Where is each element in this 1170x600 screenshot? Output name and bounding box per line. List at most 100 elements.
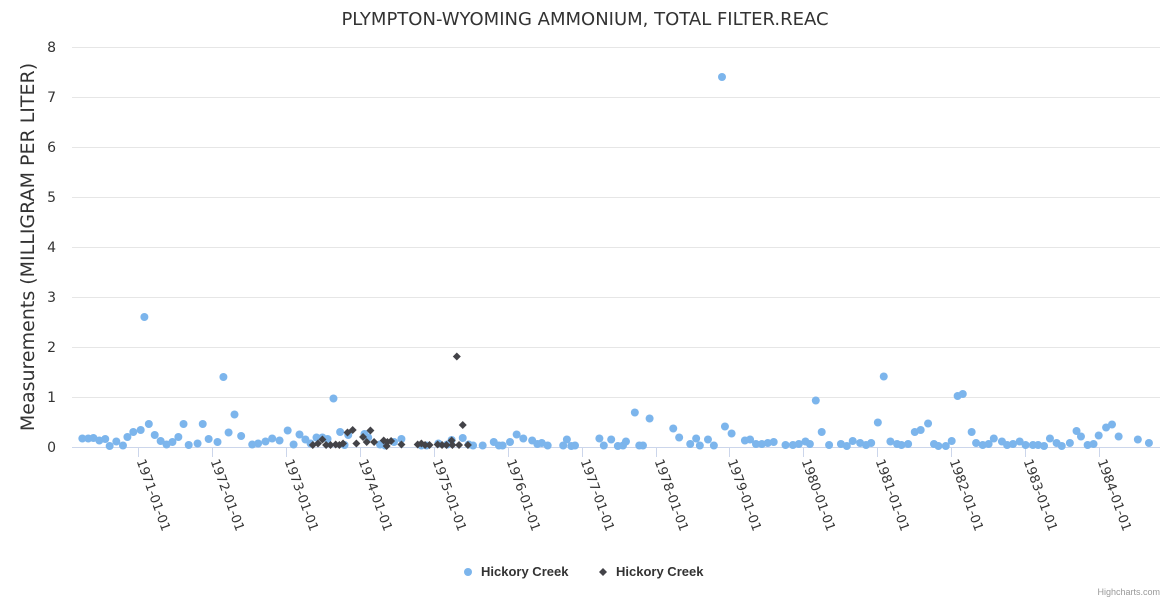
data-point — [958, 390, 967, 398]
data-point — [763, 439, 772, 447]
data-point — [387, 437, 396, 445]
data-point — [692, 434, 701, 443]
data-point — [193, 439, 202, 448]
data-point — [118, 441, 127, 450]
data-point — [924, 419, 933, 428]
data-point — [848, 437, 857, 445]
legend-item-series-1[interactable]: Hickory Creek — [464, 564, 569, 579]
data-point — [720, 422, 729, 431]
x-tick-label: 1980-01-01 — [798, 457, 838, 533]
data-point — [562, 435, 571, 444]
legend-label-series-2: Hickory Creek — [616, 564, 704, 579]
data-point — [336, 428, 345, 436]
data-point — [101, 435, 110, 443]
data-point — [370, 438, 379, 446]
data-point — [448, 441, 457, 449]
data-point — [686, 440, 695, 448]
data-point — [1009, 440, 1018, 448]
data-point — [978, 441, 987, 449]
data-point — [886, 437, 895, 446]
data-point — [254, 439, 263, 448]
x-tick-label: 1974-01-01 — [355, 457, 395, 533]
data-point — [897, 441, 906, 449]
data-point — [769, 438, 778, 446]
x-tick-label: 1981-01-01 — [872, 457, 912, 533]
data-point — [326, 441, 335, 449]
data-point — [268, 434, 277, 443]
legend-item-series-2[interactable]: Hickory Creek — [599, 564, 704, 579]
data-point — [757, 440, 766, 448]
data-point — [230, 410, 239, 419]
y-tick-label: 7 — [47, 90, 56, 106]
chart-title: PLYMPTON-WYOMING AMMONIUM, TOTAL FILTER.… — [341, 9, 828, 30]
data-point — [638, 441, 647, 450]
legend-circle-icon — [464, 568, 472, 576]
data-point — [1034, 441, 1043, 449]
data-point — [1021, 441, 1030, 449]
data-point — [339, 439, 348, 448]
data-point — [825, 441, 834, 449]
data-point — [934, 442, 943, 450]
data-point — [213, 438, 222, 446]
data-point — [506, 438, 515, 446]
x-tick-label: 1979-01-01 — [724, 457, 764, 533]
data-point — [140, 313, 149, 321]
data-point — [112, 437, 121, 446]
x-tick-label: 1976-01-01 — [503, 457, 543, 533]
data-point — [352, 439, 361, 448]
data-point — [947, 437, 956, 445]
data-point — [1114, 432, 1123, 441]
data-point — [455, 441, 464, 449]
data-point — [695, 441, 704, 450]
data-point — [727, 429, 736, 438]
credits-link[interactable]: Highcharts.com — [1097, 587, 1160, 597]
data-point — [817, 428, 826, 436]
data-point — [498, 441, 507, 450]
y-tick-label: 4 — [47, 240, 56, 256]
data-point — [621, 437, 630, 446]
data-point — [630, 408, 639, 417]
x-axis: 1971-01-01 1972-01-01 1973-01-01 1974-01-01… — [72, 447, 1160, 533]
x-tick-label: 1982-01-01 — [946, 457, 986, 533]
data-point — [248, 440, 257, 449]
data-point — [1076, 432, 1085, 441]
data-point — [1015, 437, 1024, 446]
y-tick-label: 8 — [47, 40, 56, 56]
x-tick-label: 1984-01-01 — [1094, 457, 1134, 533]
data-point — [1144, 439, 1153, 447]
data-point — [318, 435, 327, 444]
data-point — [237, 432, 246, 440]
legend: Hickory Creek Hickory Creek — [464, 564, 704, 579]
data-point — [916, 426, 925, 434]
data-point — [559, 441, 568, 450]
x-tick-label: 1983-01-01 — [1020, 457, 1060, 533]
legend-diamond-icon — [599, 568, 607, 576]
y-tick-label: 6 — [47, 140, 56, 156]
data-point — [458, 421, 467, 429]
x-tick-label: 1977-01-01 — [577, 457, 617, 533]
data-point — [156, 437, 165, 445]
data-point — [1072, 427, 1081, 435]
y-tick-label: 5 — [47, 190, 56, 206]
data-point — [478, 441, 487, 450]
data-point — [805, 440, 814, 448]
data-point — [323, 435, 332, 443]
data-point — [1065, 439, 1074, 447]
data-point — [1083, 441, 1092, 449]
data-point — [289, 440, 298, 449]
data-point — [607, 435, 616, 444]
data-point — [366, 426, 375, 435]
data-point — [1133, 435, 1142, 444]
data-point — [1040, 442, 1049, 450]
data-point — [219, 373, 228, 381]
data-point — [179, 420, 188, 428]
data-point — [1102, 423, 1111, 432]
data-point — [781, 441, 790, 449]
data-point — [359, 433, 368, 441]
data-point — [1089, 440, 1098, 448]
data-point — [645, 414, 654, 423]
data-point — [452, 352, 461, 361]
x-tick-label: 1975-01-01 — [429, 457, 469, 533]
data-point — [1057, 442, 1066, 450]
